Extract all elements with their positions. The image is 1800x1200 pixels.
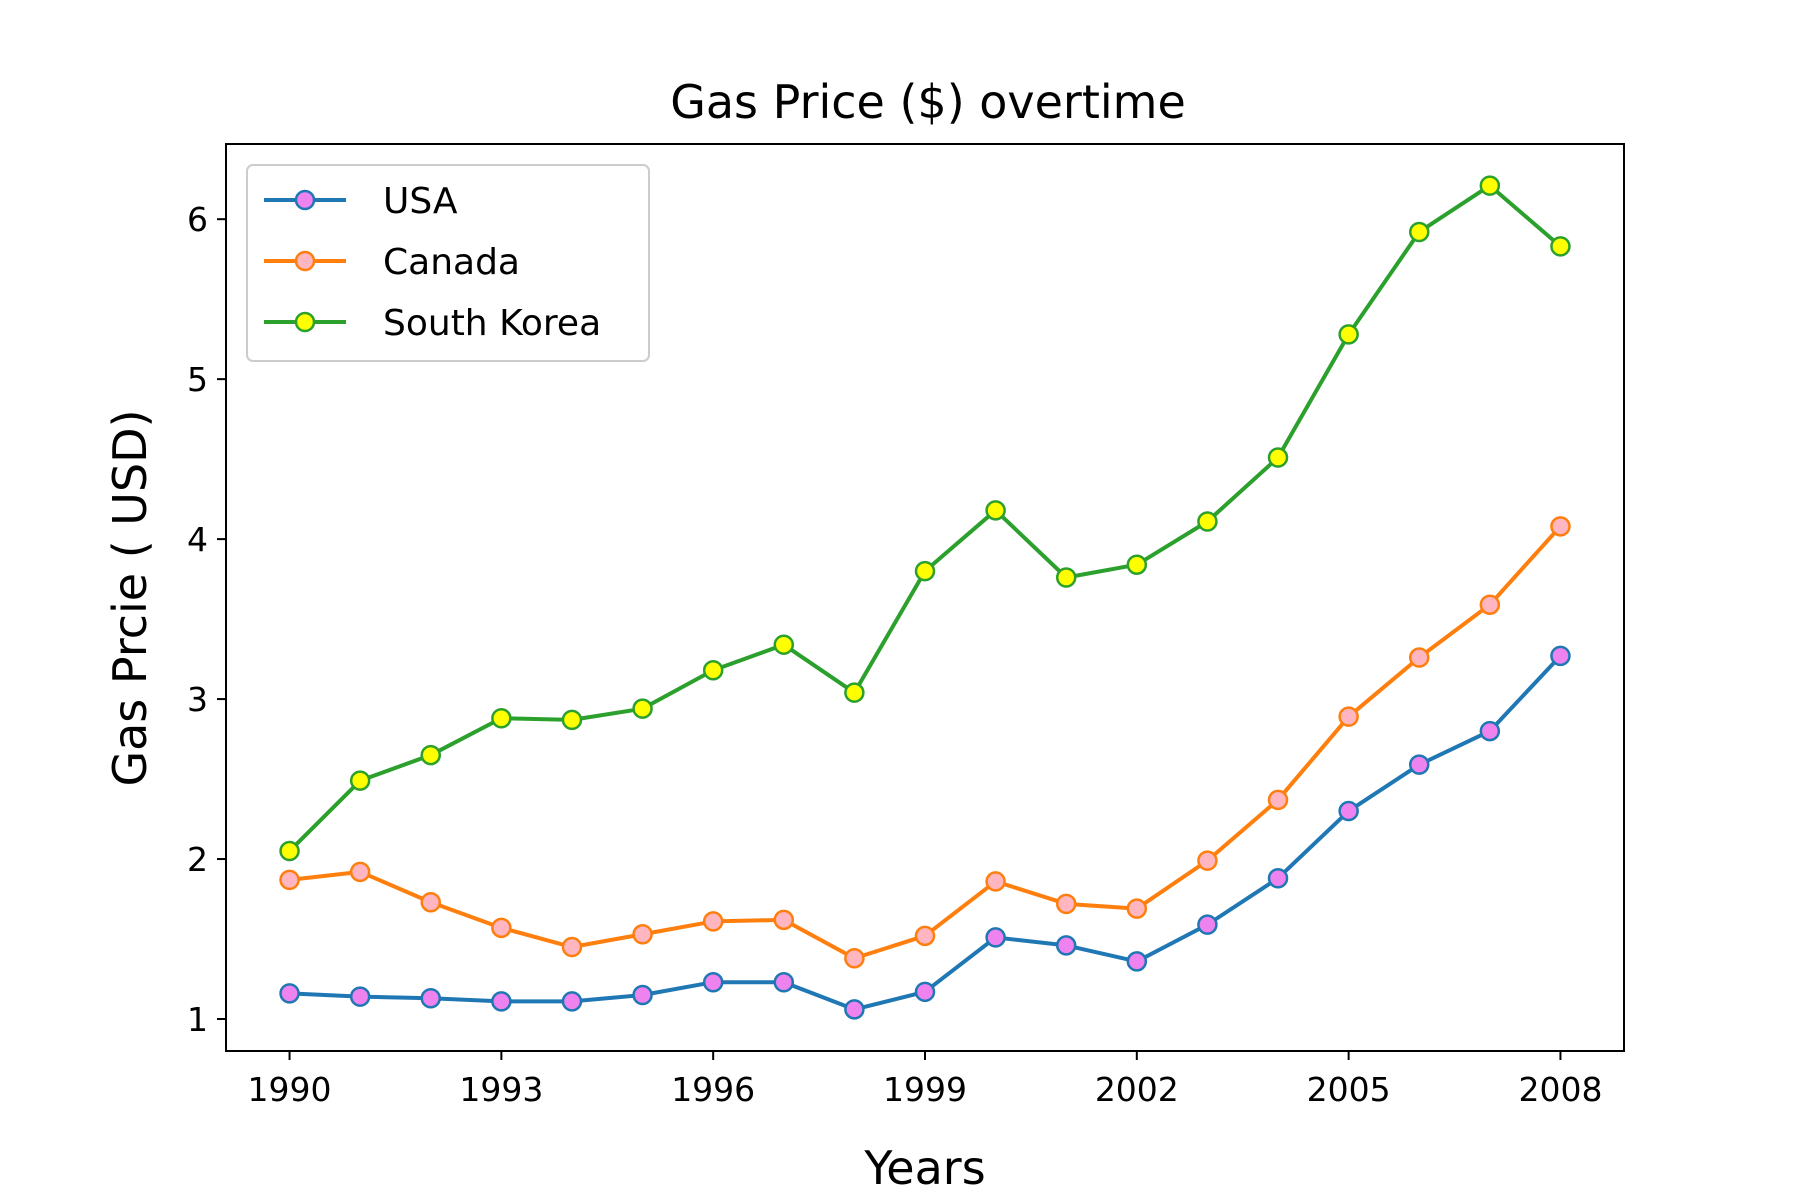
data-point <box>1338 324 1359 345</box>
data-point <box>844 947 865 969</box>
data-point <box>1338 800 1359 822</box>
data-point <box>1550 236 1571 257</box>
data-point <box>1055 935 1077 956</box>
data-point <box>279 840 300 862</box>
data-point <box>914 981 936 1003</box>
data-point <box>632 698 653 719</box>
data-point <box>632 923 653 945</box>
data-point <box>1479 175 1501 196</box>
data-point <box>491 917 512 939</box>
data-point <box>985 500 1006 521</box>
data-point <box>279 983 300 1004</box>
data-point <box>773 634 795 655</box>
data-point <box>1408 647 1430 668</box>
series-layer <box>279 175 1571 1020</box>
data-point <box>632 984 653 1006</box>
data-point <box>702 971 724 993</box>
data-point <box>1479 720 1501 742</box>
data-point <box>1197 850 1218 871</box>
data-point <box>279 869 300 891</box>
x-tick-label: 2008 <box>1518 1070 1602 1109</box>
data-point <box>702 660 724 681</box>
legend-label: South Korea <box>383 303 601 344</box>
legend: USA Canada South Korea <box>246 164 650 362</box>
data-point <box>773 909 795 931</box>
data-point <box>349 861 371 883</box>
legend-box <box>246 164 650 362</box>
data-point <box>1055 567 1077 588</box>
data-point <box>1550 516 1571 537</box>
data-point <box>1126 951 1148 972</box>
x-tick-label: 1990 <box>248 1070 332 1109</box>
y-axis-label: Gas Prcie ( USD) <box>103 409 157 786</box>
legend-label: USA <box>383 181 458 222</box>
y-tick-label: 6 <box>187 200 208 239</box>
data-point <box>773 971 795 993</box>
chart-title: Gas Price ($) overtime <box>670 75 1186 129</box>
legend-marker <box>294 189 316 211</box>
data-point <box>702 911 724 932</box>
data-point <box>844 682 865 703</box>
x-tick-label: 1993 <box>459 1070 543 1109</box>
data-point <box>1126 554 1148 575</box>
data-point <box>561 991 583 1012</box>
series-usa <box>279 645 1571 1020</box>
data-point <box>1338 706 1359 727</box>
data-point <box>491 708 512 729</box>
x-tick-label: 1996 <box>671 1070 755 1109</box>
y-tick-label: 2 <box>187 840 208 879</box>
data-point <box>985 871 1006 892</box>
data-point <box>420 891 442 913</box>
x-tick-label: 2002 <box>1095 1070 1179 1109</box>
data-point <box>1126 898 1148 919</box>
data-point <box>914 925 936 947</box>
legend-marker <box>294 311 316 333</box>
x-axis-label: Years <box>863 1141 985 1195</box>
data-point <box>844 999 865 1020</box>
legend-marker <box>294 250 316 272</box>
data-point <box>1479 594 1501 615</box>
data-point <box>1408 221 1430 243</box>
data-point <box>1197 511 1218 532</box>
x-tick-label: 2005 <box>1307 1070 1391 1109</box>
data-point <box>1408 754 1430 775</box>
data-point <box>420 987 442 1009</box>
data-point <box>561 936 583 958</box>
y-tick-label: 4 <box>187 520 208 559</box>
data-point <box>1197 914 1218 935</box>
series-south-korea <box>279 175 1571 862</box>
x-axis-ticks: 1990 1993 1996 1999 2002 2005 2008 <box>248 1051 1602 1109</box>
data-point <box>349 986 371 1007</box>
data-point <box>1055 893 1077 915</box>
data-point <box>1267 447 1289 468</box>
data-point <box>1267 867 1289 889</box>
data-point <box>349 770 371 791</box>
y-tick-label: 3 <box>187 680 208 719</box>
y-axis-ticks: 1 2 3 4 5 6 <box>187 200 226 1039</box>
data-point <box>491 991 512 1012</box>
y-tick-label: 5 <box>187 360 208 399</box>
data-point <box>914 560 936 582</box>
legend-label: Canada <box>383 242 520 283</box>
data-point <box>1267 789 1289 811</box>
plot-frame <box>225 143 1625 1052</box>
data-point <box>420 744 442 766</box>
x-tick-label: 1999 <box>883 1070 967 1109</box>
data-point <box>985 927 1006 948</box>
data-point <box>561 709 583 731</box>
y-tick-label: 1 <box>187 1000 208 1039</box>
data-point <box>1550 645 1571 667</box>
series-canada <box>279 516 1571 969</box>
